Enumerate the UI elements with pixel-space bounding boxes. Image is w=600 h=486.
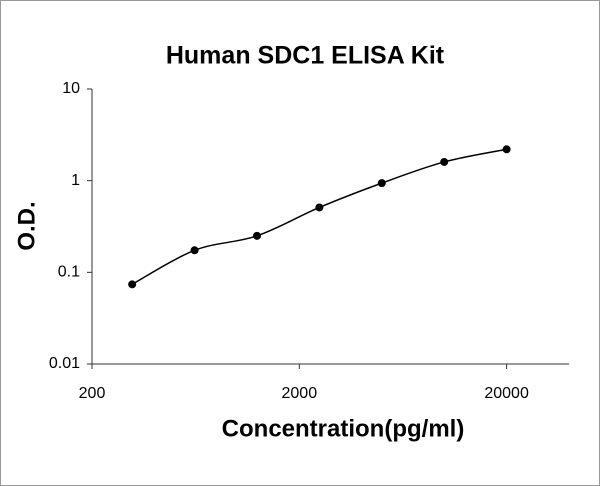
- point: [377, 179, 386, 188]
- x-tick-label: 200: [79, 385, 106, 402]
- point: [315, 203, 324, 212]
- point: [502, 145, 511, 154]
- y-tick-label: 10: [62, 80, 80, 97]
- point: [190, 246, 199, 255]
- point: [440, 157, 449, 166]
- x-axis-title: Concentration(pg/ml): [222, 415, 465, 442]
- point: [128, 280, 137, 289]
- y-tick-label: 0.1: [58, 264, 80, 281]
- y-axis-title: O.D.: [13, 201, 40, 250]
- y-tick-label: 0.01: [49, 355, 80, 372]
- chart-title: Human SDC1 ELISA Kit: [166, 42, 445, 70]
- x-tick-label: 2000: [282, 385, 318, 402]
- x-tick-label: 20000: [484, 385, 529, 402]
- y-tick-label: 1: [71, 172, 80, 189]
- point: [252, 231, 261, 240]
